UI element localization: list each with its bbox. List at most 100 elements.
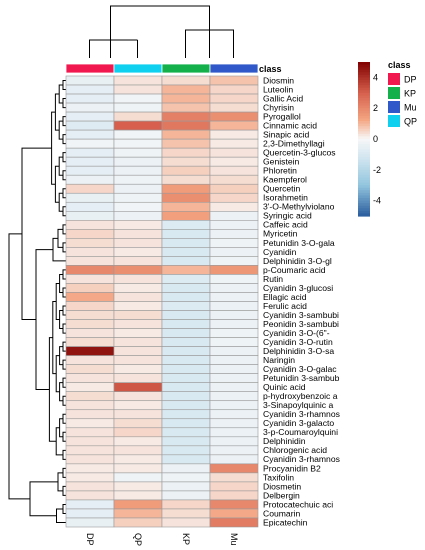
class-legend-swatch	[388, 101, 400, 113]
row-label: Procyanidin B2	[263, 463, 321, 473]
row-branch-1	[62, 98, 66, 109]
class-bar-label: class	[259, 64, 282, 74]
row-label: Delbergin	[263, 490, 300, 500]
heatmap-cell	[113, 508, 163, 519]
row-branch-9	[58, 120, 63, 140]
heatmap-cell	[161, 147, 211, 158]
colorbar-tick-label: -4	[373, 196, 381, 206]
heatmap-cell	[209, 102, 259, 113]
heatmap-cell	[209, 436, 259, 447]
heatmap-cell	[113, 201, 163, 212]
heatmap-cell	[113, 238, 163, 248]
heatmap-cell	[209, 409, 259, 420]
colorbar-segment	[358, 133, 370, 138]
row-label: Coumarin	[263, 508, 300, 518]
row-label: Gallic Acid	[263, 93, 303, 103]
row-label: Phloretin	[263, 166, 297, 176]
heatmap-cell	[209, 292, 259, 302]
row-branch-7	[62, 206, 66, 217]
colorbar-segment	[358, 136, 370, 140]
colorbar-segment	[358, 151, 370, 155]
heatmap-cell	[65, 337, 115, 347]
heatmap-cell	[161, 517, 211, 528]
heatmap-cell	[113, 301, 163, 311]
row-label: Protocatechuic aci	[263, 499, 333, 509]
row-label: Quercetin	[263, 184, 300, 194]
heatmap-cell	[161, 274, 211, 284]
class-bar-qp	[113, 63, 163, 74]
heatmap-cell	[161, 201, 211, 212]
heatmap-cell	[209, 84, 259, 95]
heatmap-cell	[161, 256, 211, 266]
heatmap-cell	[209, 490, 259, 501]
colorbar-segment	[358, 200, 370, 204]
colorbar-segment	[358, 69, 370, 73]
heatmap-cell	[113, 292, 163, 302]
heatmap-cell	[209, 355, 259, 365]
row-branch-41	[62, 467, 66, 478]
heatmap-cell	[209, 382, 259, 392]
row-branch-10	[58, 156, 63, 176]
colorbar-segment	[358, 159, 370, 163]
row-label: Ellagic acid	[263, 292, 307, 302]
heatmap-cell	[161, 382, 211, 392]
heatmap-cell	[161, 391, 211, 402]
heatmap-cell	[209, 75, 259, 86]
heatmap-cell	[161, 481, 211, 492]
heatmap-cell	[209, 201, 259, 212]
heatmap-cell	[113, 418, 163, 429]
color-scale-legend: 4 2 0 -2 -4	[358, 62, 381, 217]
heatmap-cell	[209, 472, 259, 483]
heatmap-cell	[65, 256, 115, 266]
row-branch-24	[62, 359, 66, 370]
row-label: Sinapic acid	[263, 130, 310, 140]
heatmap-cell	[161, 463, 211, 474]
colorbar-segment	[358, 182, 370, 186]
row-label: Luteolin	[263, 84, 293, 94]
colorbar-segment	[358, 115, 370, 120]
heatmap-cell	[65, 427, 115, 438]
heatmap-cell	[161, 409, 211, 420]
heatmap-cell	[65, 174, 115, 185]
row-label: Epicatechin	[263, 517, 308, 527]
row-branch-42	[62, 485, 66, 496]
heatmap-cell	[113, 364, 163, 374]
heatmap-cell	[65, 445, 115, 456]
heatmap-cell	[209, 156, 259, 167]
row-label: Rutin	[263, 274, 283, 284]
row-label: Cyanidin 3-rhamnos	[263, 454, 340, 464]
heatmap-cell	[209, 337, 259, 347]
colorbar-segment	[358, 64, 370, 68]
heatmap-cell	[65, 346, 115, 356]
row-branch-35	[55, 282, 60, 321]
heatmap-cell	[209, 418, 259, 429]
heatmap-cell	[161, 283, 211, 293]
colorbar-segment	[358, 174, 370, 179]
heatmap-cell	[65, 310, 115, 320]
heatmap-cell	[65, 165, 115, 176]
row-label: Chyrisin	[263, 102, 294, 112]
heatmap-cells	[65, 75, 259, 528]
heatmap-cell	[161, 373, 211, 383]
heatmap-cell	[65, 463, 115, 474]
heatmap-cell	[113, 156, 163, 167]
heatmap-cell	[65, 120, 115, 131]
heatmap-cell	[65, 490, 115, 501]
heatmap-cell	[161, 156, 211, 167]
class-legend-label: DP	[404, 75, 417, 85]
heatmap-cell	[65, 192, 115, 203]
heatmap-cell	[161, 319, 211, 329]
colorbar-tick-label: -2	[373, 165, 381, 175]
colorbar-segment	[358, 123, 370, 127]
row-branch-27	[62, 413, 66, 424]
heatmap-cell	[65, 517, 115, 528]
colorbar-segment	[358, 100, 370, 104]
column-labels: DP QP KP Mu	[85, 533, 239, 546]
heatmap-cell	[161, 247, 211, 257]
heatmap-cell	[161, 93, 211, 104]
row-label: Naringin	[263, 355, 295, 365]
heatmap-cell	[65, 436, 115, 447]
row-label: 3-p-Coumaroylquini	[263, 427, 338, 437]
heatmap-cell	[113, 120, 163, 131]
heatmap-cell	[65, 283, 115, 293]
